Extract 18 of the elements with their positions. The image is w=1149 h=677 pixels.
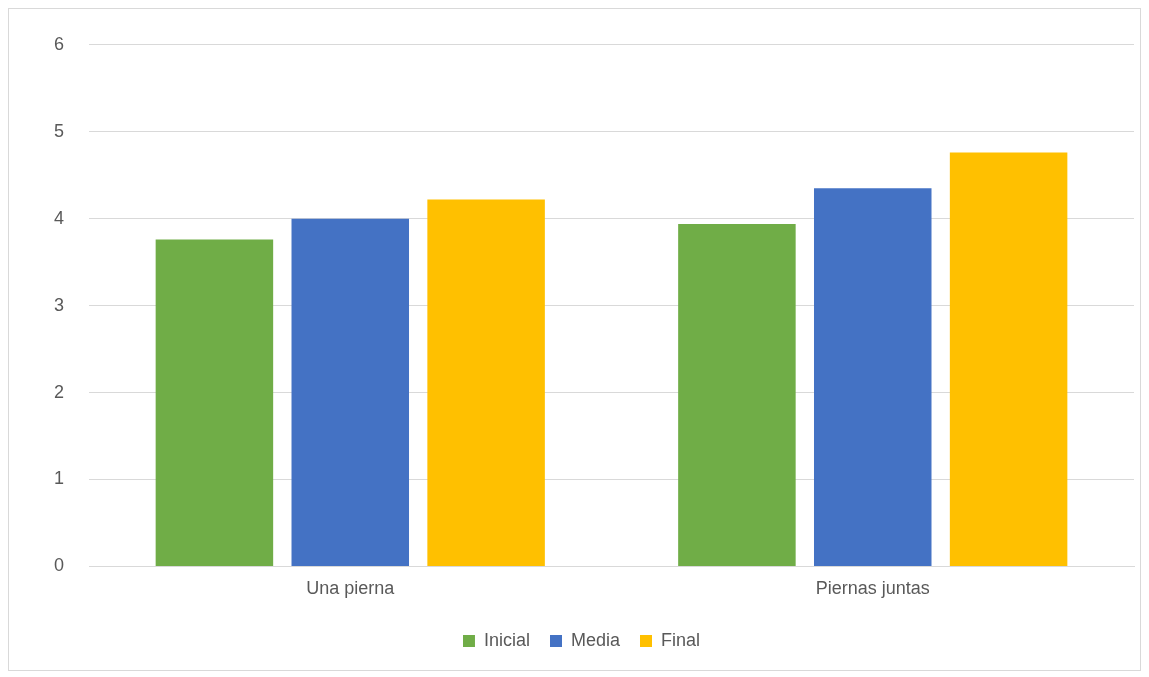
bar	[949, 152, 1068, 566]
y-tick-label: 0	[54, 555, 65, 576]
bar	[427, 199, 545, 566]
y-tick-label: 6	[54, 33, 65, 54]
bar	[814, 188, 932, 566]
legend-label: Inicial	[483, 629, 530, 650]
x-tick-label: Piernas juntas	[815, 578, 930, 599]
legend-label: Media	[570, 629, 621, 650]
y-tick-label: 4	[54, 207, 65, 228]
y-tick-label: 1	[54, 468, 65, 489]
bar	[678, 223, 796, 566]
y-tick-label: 2	[54, 381, 65, 402]
bar	[291, 218, 410, 566]
legend-label: Final	[661, 629, 701, 650]
y-tick-label: 5	[54, 120, 65, 141]
x-tick-label: Una pierna	[306, 578, 396, 599]
bar	[155, 239, 274, 566]
y-tick-label: 3	[54, 294, 65, 315]
